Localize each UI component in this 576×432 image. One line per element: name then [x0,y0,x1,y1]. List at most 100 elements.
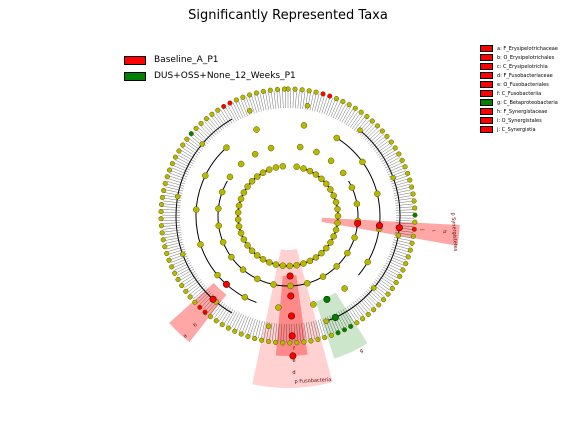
taxa-key-label: a: F_Erysipelotrichaceae [497,45,558,52]
taxon-node [215,222,222,229]
leaf-node [172,154,179,160]
leaf-branch [391,178,409,185]
leaf-branch [268,91,272,110]
leaf-branch [221,307,232,324]
leaf-branch [387,167,405,176]
taxon-node [237,229,245,237]
leaf-branch [173,260,190,269]
leaf-branch [306,322,310,341]
leaf-node [180,142,186,148]
leaf-node [287,340,293,346]
leaf-branch [204,121,217,136]
leaf-branch [206,119,219,134]
leaf-branch [279,90,282,109]
leaf-branch [386,165,404,173]
leaf-branch [353,116,366,131]
leaf-branch [391,246,409,253]
leaf-branch [356,299,369,314]
leaf-node [253,90,259,96]
leaf-branch [344,307,355,324]
taxa-key-label: j: C_Synergistia [497,126,536,133]
leaf-branch [189,283,204,295]
taxa-key-item: f: C_Fusobacteriia [480,89,558,98]
leaf-branch [374,140,390,152]
taxa-key-item: j: C_Synergistia [480,125,558,134]
leaf-branch [383,157,400,167]
leaf-branch [300,90,303,109]
leaf-node [160,237,166,243]
leaf-branch [171,167,189,175]
taxon-node [364,258,371,266]
taxon-node [248,247,256,254]
leaf-node [252,336,258,342]
leaf-branch [395,212,414,214]
enriched-node-baseline [395,224,403,232]
leaf-branch [337,103,346,121]
leaf-branch [273,90,277,109]
leaf-branch [233,313,242,330]
leaf-branch [297,90,300,109]
leaf-branch [238,100,246,117]
leaf-branch [164,189,183,194]
leaf-node [315,336,321,342]
taxon-node [174,193,181,200]
leaf-node [158,201,165,208]
taxon-node [327,239,334,246]
leaf-branch [350,303,362,319]
leaf-node [412,205,418,211]
leaf-node [259,337,265,343]
leaf-branch [393,237,412,242]
taxon-node [332,198,340,206]
leaf-node [158,223,164,229]
leaf-branch [381,152,397,162]
taxon-node [279,262,287,269]
leaf-node [393,279,399,286]
taxon-node [287,282,294,290]
leaf-branch [321,96,328,114]
enriched-node-baseline [354,219,362,227]
taxa-key-item: e: O_Fusobacteriales [480,80,558,89]
leaf-branch [262,92,267,111]
leaf-branch [310,321,316,340]
leaf-branch [240,99,248,116]
clade-label-g: g [359,348,365,355]
taxon-node [239,266,247,273]
taxa-key-item: c: C_Erysipelotrichia [480,62,558,71]
leaf-node [164,174,170,180]
taxon-node [341,285,348,292]
leaf-node [203,116,209,122]
leaf-branch [351,114,363,130]
leaf-node [381,297,387,303]
leaf-node [409,184,415,190]
leaf-branch [385,262,402,271]
leaf-node [352,105,358,111]
taxon-node [304,280,311,287]
leaf-node [410,233,416,239]
taxon-node [323,244,330,252]
taxon-node [313,148,320,156]
legend-item-12-weeks: DUS+OSS+None_12_Weeks_P1 [124,68,296,84]
taxon-node [310,301,317,308]
leaf-branch [283,323,285,342]
leaf-branch [198,127,212,141]
leaf-node [159,230,165,236]
leaf-node [320,91,326,97]
leaf-branch [391,181,410,187]
leaf-branch [385,162,403,171]
taxa-key-item: h: F_Synergistaceae [480,107,558,116]
leaf-branch [163,234,182,239]
leaf-branch [173,162,191,171]
leaf-branch [200,125,213,139]
leaf-node [247,92,253,98]
leaf-branch [298,323,301,342]
leaf-branch [196,290,211,304]
leaf-branch [348,305,360,321]
leaf-node [266,338,272,345]
leaf-branch [384,264,401,274]
leaf-branch [326,98,333,116]
leaf-node [308,338,314,344]
leaf-branch [381,269,398,279]
taxa-key-label: i: O_Synergistales [497,117,542,124]
leaf-node [374,123,381,129]
leaf-node [172,270,178,276]
